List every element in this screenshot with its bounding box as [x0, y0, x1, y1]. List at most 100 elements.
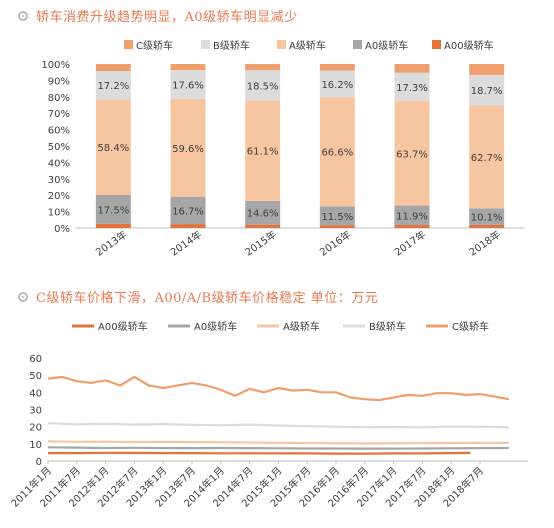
bar-segment: [394, 72, 430, 102]
price-line-chart: 01020304050602011年1月2011年7月2012年1月2012年7…: [8, 320, 528, 510]
data-label: 16.2%: [321, 80, 353, 91]
bar-segment: [469, 224, 505, 228]
bar-segment: [469, 64, 505, 75]
y-tick-label: 90%: [48, 76, 70, 87]
bar-segment: [469, 74, 505, 106]
data-label: 18.7%: [471, 86, 503, 97]
y-tick-label: 20%: [48, 191, 70, 202]
bar-segment: [319, 225, 355, 228]
section-title-market-share: 轿车消费升级趋势明显，A0级轿车明显减少: [18, 6, 298, 25]
series-line: [47, 375, 509, 402]
data-label: 16.7%: [172, 206, 204, 217]
data-label: 11.5%: [321, 212, 353, 223]
legend-label: A级轿车: [283, 320, 320, 333]
bar-segment: [170, 98, 206, 197]
data-label: 59.6%: [172, 144, 204, 155]
data-label: 17.2%: [97, 81, 129, 92]
stacked-bar-chart: 0% 10% 20% 30% 40% 50% 60% 70% 80% 90% 100% 17.5% 58…: [41, 39, 524, 259]
legend-swatch: [277, 40, 286, 49]
y-tick-label: 30: [29, 406, 42, 417]
y-tick-label: 50: [29, 371, 42, 382]
bar-segment: [394, 205, 430, 226]
y-tick-label: 60%: [48, 126, 70, 137]
bar-segment: [170, 224, 206, 228]
bar-segment: [245, 200, 281, 225]
bar-segment: [245, 100, 281, 201]
x-tick-label: 2013年: [93, 228, 129, 259]
bar-segment: [95, 223, 131, 228]
data-label: 17.5%: [97, 205, 129, 216]
legend-label: A00级轿车: [98, 320, 148, 333]
series-line: [47, 422, 509, 429]
legend-label: B级轿车: [213, 39, 250, 52]
bar-segment: [245, 70, 281, 101]
section-title-text: 轿车消费升级趋势明显，A0级轿车明显减少: [36, 10, 298, 25]
legend-label: A0级轿车: [365, 39, 408, 52]
y-tick-label: 50%: [48, 142, 70, 153]
legend-swatch: [201, 40, 210, 49]
bar-segment: [245, 224, 281, 228]
data-label: 61.1%: [247, 147, 279, 158]
y-tick-label: 100%: [41, 60, 70, 71]
section-title-text: C级轿车价格下滑，A00/A/B级轿车价格稳定 单位：万元: [36, 291, 379, 306]
data-label: 14.6%: [247, 209, 279, 220]
bar-segment: [95, 71, 131, 100]
y-tick-label: 60: [29, 354, 42, 365]
bar-segment: [170, 196, 206, 225]
bar-segment: [394, 64, 430, 73]
data-label: 17.6%: [172, 81, 204, 92]
y-tick-label: 10%: [48, 208, 70, 219]
bullet-circle-icon: [18, 10, 28, 21]
data-label: 10.1%: [471, 213, 503, 224]
y-tick-label: 70%: [48, 109, 70, 120]
series-line: [47, 440, 509, 445]
bar-segment: [245, 64, 281, 71]
y-tick-label: 20: [29, 423, 42, 434]
y-tick-label: 10: [29, 440, 42, 451]
data-label: 11.9%: [396, 211, 428, 222]
x-tick-label: 2018年: [466, 228, 502, 259]
data-label: 66.6%: [321, 148, 353, 159]
y-tick-label: 0%: [54, 224, 70, 235]
legend-label: A0级轿车: [194, 320, 237, 333]
legend-label: A级轿车: [289, 39, 326, 52]
series-line: [48, 451, 471, 455]
bar-segment: [95, 64, 131, 72]
bar-segment: [170, 70, 206, 99]
y-tick-label: 40: [29, 388, 42, 399]
data-label: 63.7%: [396, 149, 428, 160]
bullet-circle-icon: [18, 291, 28, 302]
legend-label: A00级轿车: [444, 39, 494, 52]
bar-segment: [95, 99, 131, 196]
bar-segment: [170, 64, 206, 71]
legend: A00级轿车 A0级轿车 A级轿车 B级轿车 C级轿车: [72, 320, 489, 333]
x-tick-label: 2015年: [242, 228, 278, 259]
data-label: 17.3%: [396, 83, 428, 94]
y-tick-label: 0: [36, 457, 42, 468]
legend-label: C级轿车: [452, 320, 489, 333]
data-label: 62.7%: [471, 153, 503, 164]
y-tick-label: 30%: [48, 175, 70, 186]
legend-swatch: [353, 40, 362, 49]
x-tick-label: 2016年: [317, 228, 353, 259]
x-tick-label: 2014年: [168, 228, 204, 259]
bar-segment: [469, 208, 505, 225]
bar-segment: [319, 64, 355, 71]
legend: C级轿车 B级轿车 A级轿车 A0级轿车 A00级轿车: [124, 39, 494, 52]
series-line: [47, 446, 509, 450]
y-tick-label: 80%: [48, 93, 70, 104]
legend-swatch: [124, 40, 133, 49]
legend-swatch: [432, 40, 441, 49]
bar-segment: [319, 70, 355, 98]
section-title-price-trend: C级轿车价格下滑，A00/A/B级轿车价格稳定 单位：万元: [18, 287, 378, 306]
y-tick-label: 40%: [48, 158, 70, 169]
legend-label: C级轿车: [136, 39, 173, 52]
bar-segment: [394, 225, 430, 228]
data-label: 58.4%: [97, 143, 129, 154]
x-tick-label: 2017年: [392, 228, 428, 259]
bar-segment: [319, 97, 355, 207]
bar-segment: [394, 101, 430, 206]
bar-segment: [319, 206, 355, 226]
data-label: 18.5%: [247, 81, 279, 92]
